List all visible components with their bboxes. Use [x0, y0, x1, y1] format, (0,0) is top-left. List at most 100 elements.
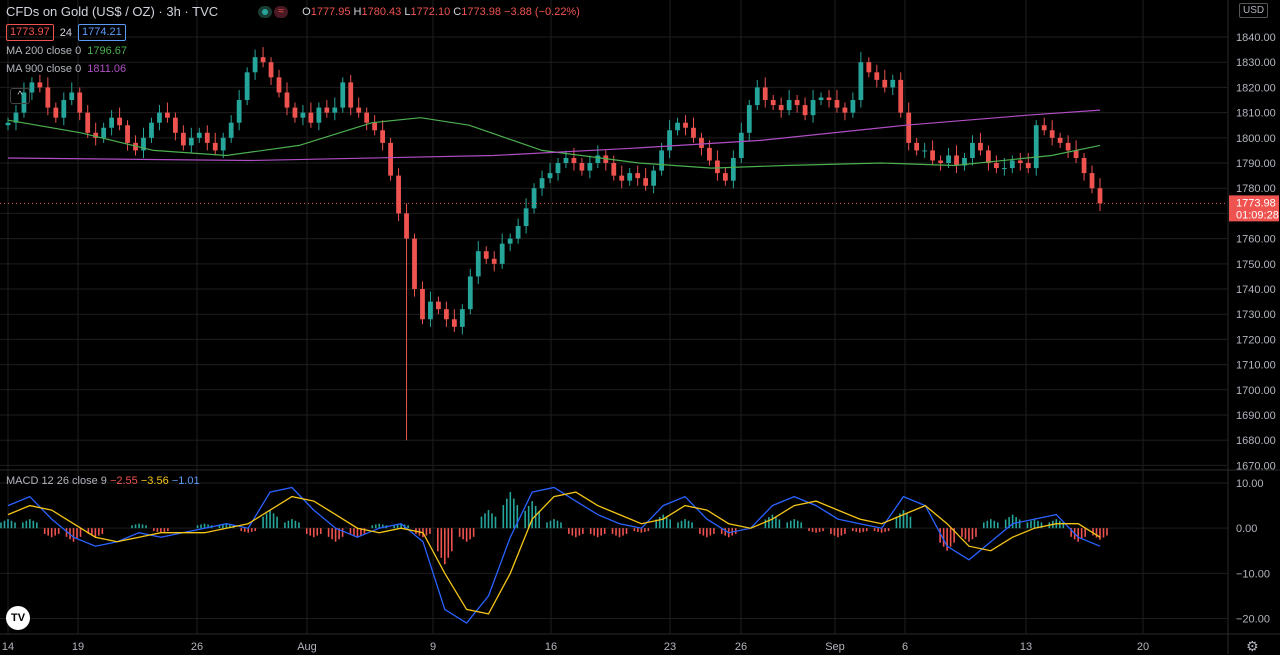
y-tick-label: 1700.00	[1236, 385, 1276, 397]
candle-body	[922, 150, 928, 152]
candle-body	[970, 142, 975, 158]
candle-body	[61, 100, 67, 118]
candle-body	[746, 105, 752, 133]
candle-body	[180, 132, 186, 146]
candle-body	[946, 155, 951, 164]
macd-legend[interactable]: MACD 12 26 close 9 −2.55 −3.56 −1.01	[6, 475, 200, 487]
y-tick-label: 1790.00	[1236, 158, 1276, 170]
candle-body	[794, 100, 800, 106]
candle-body	[707, 147, 712, 161]
candle-body	[300, 112, 306, 118]
candle-body	[188, 137, 194, 146]
candle-body	[778, 105, 784, 111]
y-tick-label: 1810.00	[1236, 108, 1276, 120]
candle-body	[412, 238, 417, 290]
candle-body	[236, 100, 242, 123]
candle-body	[356, 107, 362, 113]
candle-body	[101, 127, 107, 138]
candle-body	[1025, 163, 1031, 169]
y-tick-label: 1720.00	[1236, 334, 1276, 346]
candle-body	[818, 97, 824, 101]
x-tick-label: 26	[735, 641, 747, 653]
candle-body	[571, 157, 577, 164]
candle-body	[364, 112, 370, 123]
candle-body	[635, 173, 641, 179]
macd-y-tick-label: −20.00	[1236, 613, 1270, 625]
x-tick-label: 16	[545, 641, 557, 653]
candle-body	[858, 62, 864, 101]
ma200-line	[7, 117, 1101, 169]
ma200-legend[interactable]: MA 200 close 0 1796.67	[6, 45, 127, 57]
x-tick-label: 20	[1137, 641, 1149, 653]
bid-price[interactable]: 1773.97	[6, 24, 54, 41]
candle-body	[667, 130, 672, 151]
currency-button[interactable]: USD	[1239, 3, 1269, 18]
y-tick-label: 1670.00	[1236, 460, 1276, 472]
y-tick-label: 1680.00	[1236, 435, 1276, 447]
candle-body	[1049, 130, 1055, 138]
candle-body	[587, 163, 593, 171]
macd-line	[7, 486, 1101, 624]
candle-body	[699, 137, 704, 148]
candle-body	[69, 92, 75, 101]
candle-body	[292, 107, 298, 118]
candle-body	[133, 142, 138, 151]
y-tick-label: 1800.00	[1236, 133, 1276, 145]
candle-body	[1001, 168, 1007, 170]
candle-body	[715, 160, 720, 174]
ma900-line	[7, 109, 1101, 162]
x-tick-label: 14	[2, 641, 14, 653]
candle-body	[810, 100, 816, 116]
candle-body	[459, 309, 465, 327]
y-tick-label: 1740.00	[1236, 284, 1276, 296]
candle-body	[834, 100, 840, 108]
candle-body	[722, 173, 728, 181]
y-tick-label: 1690.00	[1236, 410, 1276, 422]
candle-body	[284, 92, 290, 108]
spread-value: 24	[59, 26, 73, 39]
symbol-title[interactable]: CFDs on Gold (US$ / OZ) · 3h · TVC	[6, 4, 219, 19]
candle-body	[483, 251, 489, 259]
candle-body	[651, 170, 657, 186]
candle-body	[507, 238, 513, 244]
x-tick-label: 6	[902, 641, 908, 653]
ma900-legend[interactable]: MA 900 close 0 1811.06	[6, 63, 127, 75]
candle-body	[643, 178, 649, 186]
candle-body	[45, 87, 51, 108]
candle-body	[109, 117, 115, 128]
x-tick-label: 9	[430, 641, 436, 653]
candle-body	[149, 122, 154, 138]
candle-body	[978, 142, 983, 151]
tradingview-logo-icon[interactable]: TV	[6, 606, 30, 630]
collapse-legend-button[interactable]: ^	[10, 88, 30, 104]
candle-body	[29, 82, 35, 93]
signal-line	[7, 491, 1101, 615]
gear-icon[interactable]: ⚙	[1246, 638, 1259, 654]
candle-body	[444, 309, 449, 320]
candle-body	[786, 100, 792, 111]
candle-body	[866, 62, 872, 73]
macd-y-tick-label: −10.00	[1236, 568, 1270, 580]
candle-body	[316, 107, 322, 123]
candle-body	[515, 226, 521, 239]
candle-body	[523, 208, 529, 227]
candle-body	[340, 82, 346, 108]
candle-body	[754, 87, 760, 106]
candle-body	[420, 289, 425, 320]
market-status[interactable]: ≈	[258, 6, 289, 18]
candle-body	[1073, 150, 1079, 158]
x-tick-label: Sep	[825, 641, 845, 653]
last-price-value: 1773.98	[1236, 197, 1276, 209]
chart-legend: CFDs on Gold (US$ / OZ) · 3h · TVC ≈ O17…	[6, 4, 580, 77]
candle-body	[850, 100, 856, 113]
candle-body	[1081, 157, 1087, 174]
candle-body	[499, 243, 505, 264]
candle-body	[954, 155, 959, 166]
candle-body	[962, 157, 967, 166]
candle-body	[539, 178, 545, 189]
candle-body	[37, 82, 43, 88]
ask-price[interactable]: 1774.21	[78, 24, 126, 41]
candle-body	[691, 127, 696, 138]
candle-body	[451, 319, 457, 327]
